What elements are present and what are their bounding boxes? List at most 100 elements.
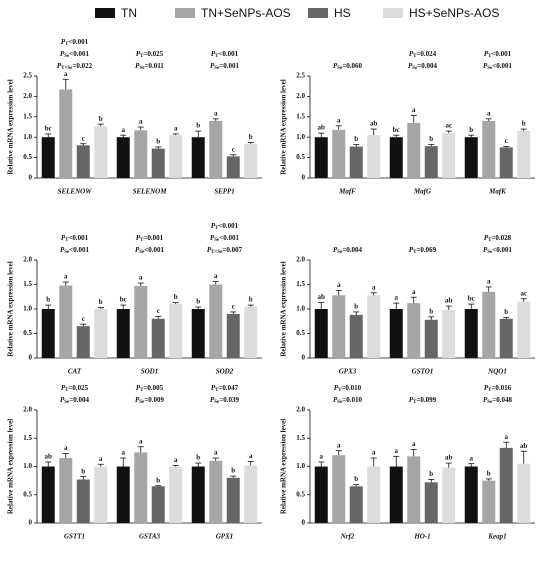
x-tick-label: GPX3 [339, 368, 357, 376]
bar [442, 133, 456, 178]
significance-letter: a [395, 294, 399, 302]
x-tick-label: CAT [68, 368, 82, 376]
significance-letter: a [395, 447, 399, 455]
significance-letter: ab [520, 442, 528, 450]
bar [367, 466, 381, 523]
p-value-annotation: PT<0.001 [211, 50, 239, 60]
p-value-annotation: PT=0.025 [61, 384, 89, 394]
significance-letter: ab [318, 293, 326, 301]
significance-letter: a [337, 281, 341, 289]
y-tick-label: 1.5 [296, 280, 305, 288]
significance-letter: b [354, 303, 358, 311]
p-value-annotation: PSe<0.001 [210, 234, 240, 244]
y-tick-label: 0.5 [296, 490, 305, 498]
bar [442, 467, 456, 523]
significance-letter: a [320, 453, 324, 461]
p-value-annotation: PT=0.047 [211, 384, 239, 394]
p-value-annotation: PSe<0.001 [483, 62, 513, 72]
y-tick-label: 1.5 [296, 112, 305, 120]
bar [332, 455, 346, 523]
y-tick-label: 2.0 [296, 406, 305, 414]
legend-label: TN [121, 6, 137, 20]
y-tick-label: 1.0 [23, 305, 32, 313]
y-tick-label: 1.0 [296, 462, 305, 470]
y-tick-label: 1.5 [23, 112, 32, 120]
bar [389, 466, 403, 523]
bar [464, 309, 478, 358]
x-tick-label: MafK [488, 188, 507, 196]
significance-letter: b [429, 307, 433, 315]
p-value-annotation: PT<0.001 [61, 38, 89, 48]
bar [244, 465, 258, 523]
significance-letter: a [99, 455, 103, 463]
significance-letter: b [46, 296, 50, 304]
y-axis-label: Relative mRNA expression level [280, 261, 288, 356]
bar [367, 295, 381, 358]
significance-letter: ab [445, 297, 453, 305]
p-value-annotation: PT=0.024 [409, 50, 437, 60]
y-tick-label: 0.5 [23, 153, 32, 161]
x-tick-label: GPX1 [216, 533, 234, 541]
significance-letter: a [505, 433, 509, 441]
bar [191, 309, 205, 358]
p-value-annotation: PSe<0.001 [135, 246, 165, 256]
bar [94, 126, 108, 178]
bar [116, 309, 130, 358]
p-value-annotation: PSe=0.004 [333, 246, 363, 256]
bar [407, 303, 421, 358]
significance-letter: a [412, 440, 416, 448]
p-value-annotation: PSe=0.001 [210, 62, 240, 72]
bar [464, 137, 478, 178]
p-value-annotation: PSe=0.011 [135, 62, 164, 72]
p-value-annotation: PSe<0.001 [483, 246, 513, 256]
bar [499, 147, 513, 178]
bar [499, 447, 513, 523]
bar [332, 129, 346, 178]
bar [389, 309, 403, 358]
significance-letter: b [429, 135, 433, 143]
bar [94, 309, 108, 358]
significance-letter: a [64, 273, 68, 281]
p-value-annotation: PT<0.001 [484, 50, 512, 60]
bar [314, 466, 328, 523]
legend-swatch [383, 8, 403, 18]
p-value-annotation: PSe=0.004 [408, 62, 438, 72]
significance-letter: b [231, 467, 235, 475]
bar [41, 466, 55, 523]
x-tick-label: SEPP1 [214, 188, 235, 196]
x-tick-label: MafF [338, 188, 356, 196]
x-tick-label: MafG [413, 188, 431, 196]
significance-letter: a [214, 109, 218, 117]
p-value-annotation: PT×Se=0.022 [57, 62, 93, 72]
bar [151, 318, 165, 358]
y-tick-label: 0.5 [296, 153, 305, 161]
significance-letter: b [174, 293, 178, 301]
significance-letter: b [196, 122, 200, 130]
significance-letter: b [99, 115, 103, 123]
bar [209, 284, 223, 358]
bar [517, 131, 531, 178]
x-tick-label: GSTT1 [64, 533, 85, 541]
bar [134, 285, 148, 358]
p-value-annotation: PT×Se=0.007 [207, 246, 243, 256]
x-tick-label: Keap1 [487, 533, 506, 541]
significance-letter: ab [445, 454, 453, 462]
p-value-annotation: PT=0.099 [409, 396, 437, 406]
bar [151, 148, 165, 178]
bar [116, 466, 130, 523]
bar [209, 120, 223, 178]
bar [151, 486, 165, 523]
y-tick-label: 1.5 [23, 434, 32, 442]
significance-letter: bc [120, 296, 127, 304]
significance-letter: a [122, 449, 126, 457]
p-value-annotation: PT=0.069 [409, 246, 437, 256]
y-tick-label: 0.5 [296, 329, 305, 337]
significance-letter: c [232, 303, 235, 311]
y-tick-label: 2.0 [23, 92, 32, 100]
y-tick-label: 0 [302, 354, 306, 362]
y-tick-label: 1.0 [23, 133, 32, 141]
bar [169, 135, 183, 178]
bar [76, 145, 90, 178]
y-tick-label: 2.0 [23, 256, 32, 264]
